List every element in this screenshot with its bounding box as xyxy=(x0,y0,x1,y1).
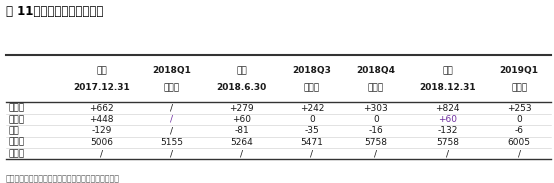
Text: 表 11、一心堂门店扩张情况: 表 11、一心堂门店扩张情况 xyxy=(6,5,103,18)
Text: 2018.12.31: 2018.12.31 xyxy=(419,83,476,92)
Text: 2018Q4: 2018Q4 xyxy=(356,66,396,75)
Text: 直营店: 直营店 xyxy=(8,138,24,147)
Text: +662: +662 xyxy=(89,104,114,113)
Text: 单季度: 单季度 xyxy=(304,83,320,92)
Text: -129: -129 xyxy=(91,126,112,135)
Text: 5471: 5471 xyxy=(300,138,324,147)
Text: 2018Q3: 2018Q3 xyxy=(293,66,331,75)
Text: /: / xyxy=(100,149,103,158)
Text: 资料来源：公司公告，兴业证券经济与金融研究院整理: 资料来源：公司公告，兴业证券经济与金融研究院整理 xyxy=(6,174,120,183)
Text: -6: -6 xyxy=(515,126,524,135)
Text: 2017.12.31: 2017.12.31 xyxy=(73,83,130,92)
Text: /: / xyxy=(518,149,521,158)
Text: /: / xyxy=(375,149,377,158)
Text: 5006: 5006 xyxy=(90,138,113,147)
Text: 0: 0 xyxy=(516,115,522,124)
Text: 5758: 5758 xyxy=(436,138,459,147)
Text: 并购店: 并购店 xyxy=(8,115,24,124)
Text: 2018.6.30: 2018.6.30 xyxy=(217,83,267,92)
Text: /: / xyxy=(170,126,173,135)
Text: -81: -81 xyxy=(234,126,249,135)
Text: +242: +242 xyxy=(300,104,324,113)
Text: -35: -35 xyxy=(305,126,319,135)
Text: +60: +60 xyxy=(232,115,252,124)
Text: +253: +253 xyxy=(507,104,531,113)
Text: 6005: 6005 xyxy=(507,138,531,147)
Text: -132: -132 xyxy=(438,126,458,135)
Text: 5264: 5264 xyxy=(230,138,253,147)
Text: 关店: 关店 xyxy=(8,126,19,135)
Text: +279: +279 xyxy=(229,104,254,113)
Text: 截至: 截至 xyxy=(96,66,107,75)
Text: 0: 0 xyxy=(373,115,379,124)
Text: /: / xyxy=(310,149,314,158)
Text: +824: +824 xyxy=(435,104,460,113)
Text: /: / xyxy=(446,149,449,158)
Text: /: / xyxy=(170,149,173,158)
Text: 0: 0 xyxy=(309,115,315,124)
Text: 5155: 5155 xyxy=(160,138,183,147)
Text: 2018Q1: 2018Q1 xyxy=(152,66,191,75)
Text: 单季度: 单季度 xyxy=(163,83,179,92)
Text: +60: +60 xyxy=(438,115,457,124)
Text: 截至: 截至 xyxy=(442,66,453,75)
Text: 2019Q1: 2019Q1 xyxy=(500,66,538,75)
Text: 加盟店: 加盟店 xyxy=(8,149,24,158)
Text: 新开店: 新开店 xyxy=(8,104,24,113)
Text: +303: +303 xyxy=(363,104,388,113)
Text: 5758: 5758 xyxy=(365,138,387,147)
Text: +448: +448 xyxy=(89,115,114,124)
Text: 单季度: 单季度 xyxy=(511,83,527,92)
Text: /: / xyxy=(170,115,173,124)
Text: 单季度: 单季度 xyxy=(368,83,384,92)
Text: 截止: 截止 xyxy=(237,66,247,75)
Text: /: / xyxy=(170,104,173,113)
Text: -16: -16 xyxy=(368,126,383,135)
Text: /: / xyxy=(240,149,243,158)
